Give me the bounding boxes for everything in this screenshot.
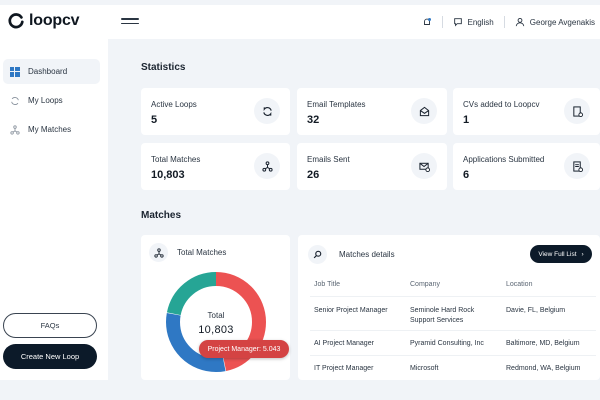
donut-segment-teal [166,272,266,372]
statistics-title: Statistics [141,62,186,73]
column-header-company: Company [410,281,440,288]
stat-label: Applications Submitted [463,155,545,164]
cell-location: Davie, FL, Belgium [506,307,566,314]
user-icon [515,17,524,27]
chevron-right-icon: › [581,250,584,258]
stat-label: CVs added to Loopcv [463,100,540,109]
cell-job-title: AI Project Manager [314,340,374,347]
total-matches-title: Total Matches [177,248,227,257]
hamburger-line [121,22,139,25]
email-template-icon [411,98,437,124]
stat-value: 32 [307,114,320,126]
view-full-list-button[interactable]: View Full List › [530,245,592,263]
stat-label: Emails Sent [307,155,350,164]
matches-details-title: Matches details [339,250,395,259]
donut-center-value: 10,803 [198,323,234,336]
matches-details-header: Matches details [308,245,395,264]
view-full-list-label: View Full List [538,250,577,258]
bell-icon [423,18,431,25]
stat-card-total-matches: Total Matches 10,803 [141,143,290,190]
stat-value: 10,803 [151,169,185,181]
application-icon [564,153,590,179]
chat-bubble-icon [453,18,462,27]
menu-toggle-button[interactable] [121,18,139,26]
table-row[interactable]: AI Project Manager Pyramid Consulting, I… [310,330,596,355]
stat-value: 6 [463,169,470,181]
matches-network-icon [10,124,20,135]
user-name: George Avgenakis [529,17,595,27]
user-menu[interactable]: George Avgenakis [515,17,595,27]
donut-segment-blue [166,272,266,372]
sidebar-item-dashboard[interactable]: Dashboard [3,59,100,84]
email-sent-icon [411,153,437,179]
sidebar-item-label: My Matches [28,125,72,134]
cell-location: Baltimore, MD, Belgium [506,340,580,347]
hamburger-line [121,18,139,20]
logo-text: loopcv [29,12,80,29]
divider [503,16,505,28]
sidebar: Dashboard My Loops My Matches FAQs Creat… [0,39,108,380]
create-new-loop-button[interactable]: Create New Loop [3,344,97,369]
chart-tooltip: Project Manager: 5.043 [199,340,289,358]
network-icon [254,153,280,179]
donut-center-label: Total [207,310,225,320]
donut-chart[interactable] [166,272,266,372]
donut-center: Total 10,803 [166,272,266,372]
cell-company: Pyramid Consulting, Inc [410,340,484,347]
cell-location: Redmond, WA, Belgium [506,365,581,372]
total-matches-header: Total Matches [149,243,226,262]
stat-value: 26 [307,169,320,181]
cv-icon [564,98,590,124]
notifications-button[interactable] [422,17,432,27]
table-row[interactable]: Senior Project Manager Seminole Hard Roc… [310,296,596,329]
column-header-location: Location [506,281,533,288]
language-label: English [467,17,494,27]
faq-button[interactable]: FAQs [3,313,97,338]
logo[interactable]: loopcv [7,12,80,30]
sidebar-item-label: My Loops [28,96,63,105]
stat-card-applications-submitted: Applications Submitted 6 [453,143,600,190]
loop-icon [11,96,19,105]
sidebar-item-my-loops[interactable]: My Loops [3,88,100,113]
matches-details-card: Matches details View Full List › Job Tit… [298,235,600,380]
header-actions: English George Avgenakis [422,5,600,39]
cell-job-title: Senior Project Manager [314,307,388,314]
table-row[interactable]: IT Project Manager Microsoft Redmond, WA… [310,355,596,380]
refresh-icon [254,98,280,124]
cell-company: Microsoft [410,365,439,372]
stat-label: Total Matches [151,155,201,164]
stat-value: 5 [151,114,158,126]
stat-card-active-loops: Active Loops 5 [141,88,290,135]
loopcv-logo-icon [8,13,24,29]
stat-label: Active Loops [151,100,197,109]
sidebar-item-label: Dashboard [28,67,68,76]
stat-card-cvs-added: CVs added to Loopcv 1 [453,88,600,135]
stat-card-emails-sent: Emails Sent 26 [297,143,447,190]
language-selector[interactable]: English [453,17,494,27]
total-matches-card: Total Matches Total 10,803 Project Manag… [141,235,290,380]
cell-job-title: IT Project Manager [314,365,374,372]
divider [441,16,443,28]
cell-company: Seminole Hard Rock Support Services [410,307,475,324]
stat-value: 1 [463,114,470,126]
dashboard-grid-icon [10,66,20,77]
matches-title: Matches [141,210,182,221]
column-header-job-title: Job Title [314,281,341,288]
stat-label: Email Templates [307,100,366,109]
search-icon [308,245,327,264]
network-icon [149,243,168,262]
top-bar: loopcv English George Avgenakis [0,5,600,39]
sidebar-item-my-matches[interactable]: My Matches [3,117,100,142]
stat-card-email-templates: Email Templates 32 [297,88,447,135]
